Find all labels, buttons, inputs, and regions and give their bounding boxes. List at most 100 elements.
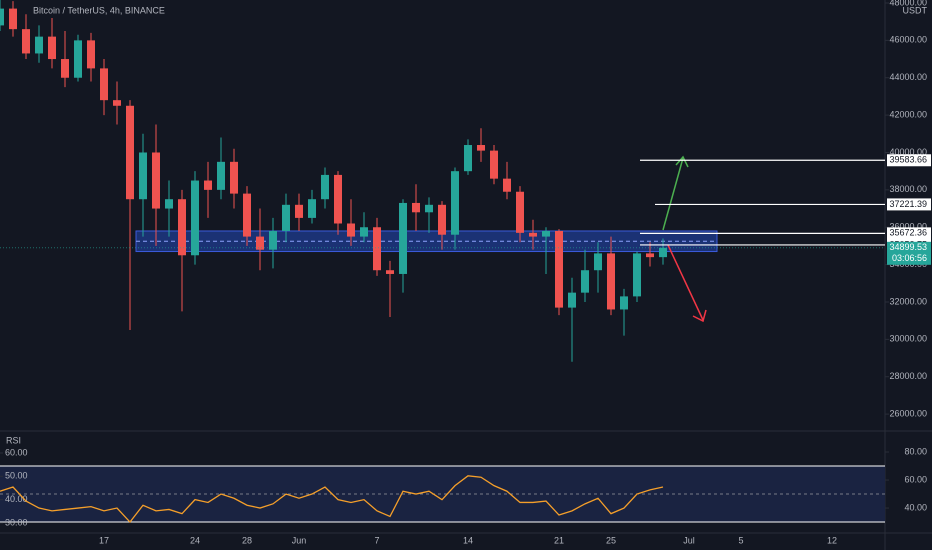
y-tick-label: 40000.00 [889,147,927,157]
x-tick-label: 7 [374,535,379,545]
candle-body [347,223,355,237]
x-tick-label: 17 [99,535,109,545]
x-tick-label: 5 [738,535,743,545]
candle-body [87,40,95,69]
y-tick-label: 80.00 [904,446,927,456]
y2-tick-label: 30.00 [5,517,28,527]
y-tick-label: 30000.00 [889,334,927,344]
y-tick-label: 32000.00 [889,296,927,306]
down-arrow-head [692,309,707,323]
y-tick-label: 42000.00 [889,109,927,119]
arrows [662,155,707,323]
candle-body [165,199,173,209]
candle-body [620,296,628,310]
candle-body [529,232,537,237]
candle-body [334,174,342,224]
level-label-box [887,154,931,167]
level-label-box [887,198,931,211]
x-tick-label: 21 [554,535,564,545]
x-tick-label: 28 [242,535,252,545]
y-tick-label: 48000.00 [889,0,927,7]
candle-body [516,191,524,233]
x-tick-label: Jul [683,535,695,545]
candle-body [438,204,446,235]
candle-body [152,152,160,209]
last-price-box [887,241,931,265]
rsi-line [0,475,664,524]
y-tick-label: 38000.00 [889,184,927,194]
candle-body [178,199,186,256]
y2-tick-label: 60.00 [5,447,28,457]
level-label: 37221.39 [889,199,927,209]
x-tick-label: Jun [292,535,307,545]
level-label-box [887,227,931,240]
candle-body [217,161,225,190]
candle-body [633,253,641,297]
candle-body [48,36,56,60]
rsi-band [0,466,885,523]
candle-body [256,236,264,250]
y-tick-label: 46000.00 [889,35,927,45]
level-label: 39583.66 [889,155,927,165]
candle-body [35,36,43,54]
candle-body [9,8,17,30]
last-price-label: 34899.53 [889,242,927,252]
y2-tick-label: 50.00 [5,471,28,481]
candle-body [295,204,303,218]
candle-body [22,29,30,54]
candle-body [191,180,199,256]
candle-body [542,230,550,237]
countdown-label: 03:06:56 [892,253,927,263]
candle-body [581,270,589,293]
y-tick-label: 40.00 [904,502,927,512]
candle-body [100,68,108,101]
down-arrow [667,244,704,321]
candle-body [659,247,667,258]
chart-title: Bitcoin / TetherUS, 4h, BINANCE [33,5,165,15]
rsi-title: RSI [6,435,21,445]
candle-body [399,202,407,274]
y2-tick-label: 40.00 [5,494,28,504]
candle-body [360,227,368,237]
candle-body [139,152,147,200]
candle-body [113,100,121,106]
x-tick-label: 12 [827,535,837,545]
candle-body [477,145,485,151]
candle-body [386,270,394,274]
candle-body [568,292,576,308]
candle-body [412,202,420,213]
y-tick-label: 26000.00 [889,408,927,418]
candle-body [607,253,615,310]
y-tick-label: 60.00 [904,474,927,484]
up-arrow [662,157,684,231]
currency-label: USDT [903,5,928,15]
candle-body [503,178,511,192]
x-tick-label: 25 [606,535,616,545]
level-label: 35672.36 [889,228,927,238]
candle-body [204,180,212,190]
candle-body [373,227,381,271]
y-tick-label: 44000.00 [889,72,927,82]
y-tick-label: 28000.00 [889,371,927,381]
candle-body [282,204,290,231]
candle-body [308,199,316,218]
candle-body [594,253,602,271]
candle-body [321,174,329,200]
candle-body [490,150,498,179]
candle-body [230,161,238,194]
candle-body [425,204,433,213]
candle-body [451,171,459,235]
x-tick-label: 14 [463,535,473,545]
up-arrow-head [675,155,689,168]
candle-body [126,105,134,200]
candle-body [243,193,251,237]
candle-body [464,145,472,172]
candle-body [269,230,277,250]
candle-body [61,59,69,78]
candle-body [646,253,654,258]
candle-body [0,8,4,26]
x-tick-label: 24 [190,535,200,545]
candle-body [555,230,563,308]
